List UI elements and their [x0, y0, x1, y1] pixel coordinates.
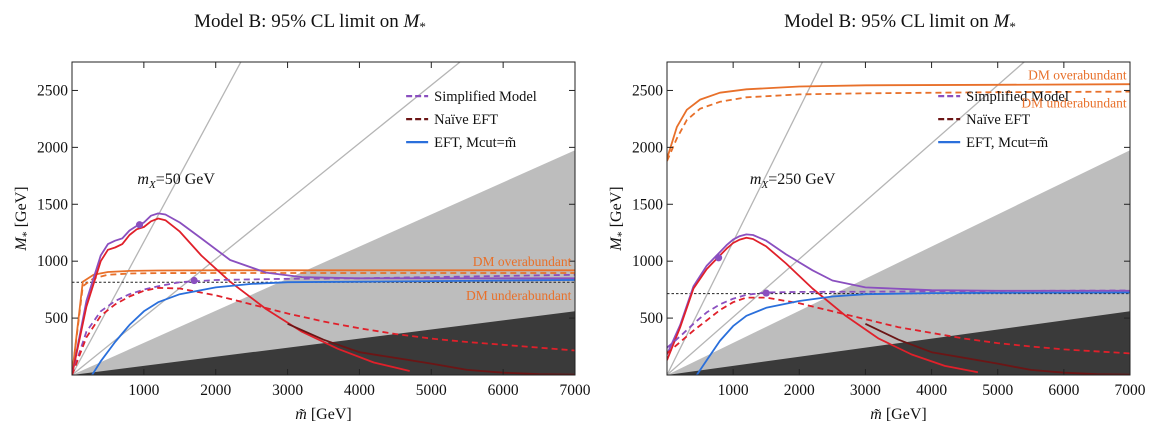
y-tick-label: 1000 — [632, 253, 663, 270]
legend-label: EFT, Mcut=m̃ — [434, 135, 517, 151]
y-tick-label: 2500 — [37, 82, 68, 99]
series-red_dashed — [72, 286, 575, 375]
x-axis-label: m̃ [GeV] — [295, 406, 351, 423]
x-tick-label: 4000 — [344, 382, 375, 399]
x-tick-label: 5000 — [982, 382, 1013, 399]
chart-title: Model B: 95% CL limit on M* — [784, 11, 1016, 34]
series-darkred_solid — [865, 322, 1130, 375]
marker-2 — [190, 276, 198, 285]
legend-label: Simplified Model — [966, 89, 1069, 105]
chart-panel-1: Model B: 95% CL limit on M* 1000 2000 3000 4… — [13, 11, 591, 423]
chart-title: Model B: 95% CL limit on M* — [194, 11, 426, 34]
y-tick-label: 2000 — [632, 139, 663, 156]
y-tick-label: 500 — [45, 310, 69, 327]
series-red_solid — [667, 236, 979, 374]
x-tick-label: 6000 — [1048, 382, 1079, 399]
mass-annotation: mX=50 GeV — [137, 171, 215, 191]
series-purple_dashed — [72, 273, 575, 375]
dm-underabundant-label: DM underabundant — [466, 288, 572, 303]
grey-region — [667, 150, 1130, 375]
guide-line-1 — [667, 62, 824, 375]
series-blue_solid — [696, 291, 1130, 375]
x-axis-label: m̃ [GeV] — [870, 406, 926, 423]
x-tick-label: 7000 — [1115, 382, 1146, 399]
guide-line-2 — [72, 62, 461, 375]
y-tick-label: 2500 — [632, 82, 663, 99]
marker-1 — [714, 254, 723, 262]
plot-frame — [71, 61, 576, 376]
x-tick-label: 1000 — [718, 382, 749, 399]
y-tick-label: 2000 — [37, 139, 68, 156]
x-tick-label: 5000 — [416, 382, 447, 399]
y-axis-label: M* [GeV] — [608, 186, 628, 251]
series-blue_solid — [91, 279, 575, 375]
y-axis-label: M* [GeV] — [13, 186, 33, 251]
legend-label: EFT, Mcut=m̃ — [966, 135, 1049, 151]
series-purple_solid — [72, 212, 575, 375]
x-tick-label: 7000 — [560, 382, 591, 399]
series-orange_dashed — [667, 90, 1130, 162]
marker-1 — [135, 221, 144, 229]
series-orange_solid — [667, 83, 1130, 159]
series-purple_dashed — [667, 289, 1130, 349]
x-tick-label: 2000 — [784, 382, 815, 399]
guide-line-2 — [667, 62, 1025, 375]
legend-label: Simplified Model — [434, 89, 537, 105]
y-tick-label: 1500 — [632, 196, 663, 213]
marker-2 — [762, 289, 770, 297]
series-darkred_solid — [287, 322, 575, 375]
dark-region — [667, 311, 1130, 375]
plot-frame — [666, 61, 1131, 376]
dm-underabundant-label: DM underabundant — [1021, 96, 1127, 111]
y-tick-label: 500 — [640, 310, 664, 327]
x-tick-label: 3000 — [850, 382, 881, 399]
series-purple_solid — [667, 233, 1130, 355]
x-tick-label: 1000 — [128, 382, 159, 399]
chart-panel-2: Model B: 95% CL limit on M* 1000 2000 3000 4… — [608, 11, 1146, 423]
mass-annotation: mX=250 GeV — [750, 171, 836, 191]
legend-label: Naïve EFT — [434, 112, 498, 128]
grey-region — [72, 150, 575, 375]
legend-label: Naïve EFT — [966, 112, 1030, 128]
x-tick-label: 2000 — [200, 382, 231, 399]
dm-overabundant-label: DM overabundant — [473, 254, 572, 269]
y-tick-label: 1000 — [37, 253, 68, 270]
dark-region — [72, 311, 575, 375]
x-tick-label: 4000 — [916, 382, 947, 399]
series-orange_solid — [72, 269, 575, 375]
series-orange_dashed — [72, 272, 575, 375]
x-tick-label: 6000 — [488, 382, 519, 399]
y-tick-label: 1500 — [37, 196, 68, 213]
dm-overabundant-label: DM overabundant — [1028, 68, 1127, 83]
x-tick-label: 3000 — [272, 382, 303, 399]
